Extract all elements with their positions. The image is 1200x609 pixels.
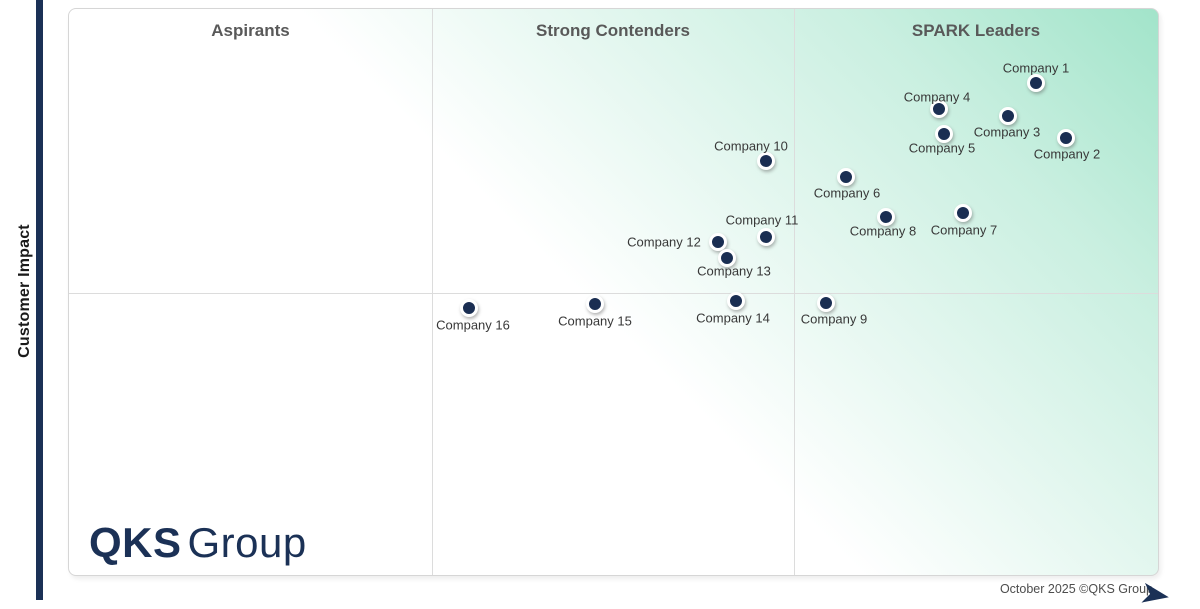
quadrant-divider-vertical-2 <box>794 9 795 575</box>
data-point-label-company-6: Company 6 <box>813 185 881 201</box>
quadrant-header-spark-leaders: SPARK Leaders <box>911 21 1041 40</box>
data-point-company-9 <box>817 294 835 312</box>
data-point-label-company-8: Company 8 <box>849 223 917 239</box>
data-point-company-7 <box>954 204 972 222</box>
data-point-label-company-1: Company 1 <box>1002 60 1070 76</box>
data-point-label-company-7: Company 7 <box>930 222 998 238</box>
data-point-company-6 <box>837 168 855 186</box>
data-point-label-company-16: Company 16 <box>436 317 510 333</box>
attribution-text: October 2025 ©QKS Group <box>999 582 1153 596</box>
data-point-label-company-3: Company 3 <box>973 124 1041 140</box>
data-point-label-company-14: Company 14 <box>696 310 770 326</box>
logo-text-regular: Group <box>187 519 307 566</box>
y-axis-label: Customer Impact <box>16 224 33 358</box>
spark-matrix-chart: Aspirants Strong Contenders SPARK Leader… <box>68 8 1159 576</box>
data-point-label-company-12: Company 12 <box>627 234 701 250</box>
data-point-company-14 <box>727 292 745 310</box>
data-point-label-company-11: Company 11 <box>725 212 799 228</box>
data-point-label-company-9: Company 9 <box>800 311 868 327</box>
quadrant-divider-vertical-1 <box>432 9 433 575</box>
qks-group-logo: QKS Group <box>89 519 307 567</box>
data-point-company-12 <box>709 233 727 251</box>
data-point-company-15 <box>586 295 604 313</box>
data-point-label-company-4: Company 4 <box>903 89 971 105</box>
data-point-company-4 <box>930 100 948 118</box>
data-point-company-16 <box>460 299 478 317</box>
data-point-label-company-10: Company 10 <box>714 138 788 154</box>
data-point-label-company-15: Company 15 <box>558 313 632 329</box>
quadrant-divider-horizontal <box>69 293 1158 294</box>
quadrant-header-aspirants: Aspirants <box>211 21 290 40</box>
data-point-company-11 <box>757 228 775 246</box>
data-point-company-1 <box>1027 74 1045 92</box>
data-point-label-company-13: Company 13 <box>697 263 771 279</box>
quadrant-header-strong-contenders: Strong Contenders <box>536 21 690 40</box>
data-point-company-5 <box>935 125 953 143</box>
data-point-company-13 <box>718 249 736 267</box>
data-point-company-3 <box>999 107 1017 125</box>
data-point-label-company-5: Company 5 <box>908 140 976 156</box>
logo-text-bold: QKS <box>89 519 182 566</box>
data-point-label-company-2: Company 2 <box>1033 146 1101 162</box>
x-axis-arrow-icon <box>1141 582 1169 603</box>
data-point-company-2 <box>1057 129 1075 147</box>
data-point-company-8 <box>877 208 895 226</box>
y-axis-bar <box>36 0 43 600</box>
data-point-company-10 <box>757 152 775 170</box>
